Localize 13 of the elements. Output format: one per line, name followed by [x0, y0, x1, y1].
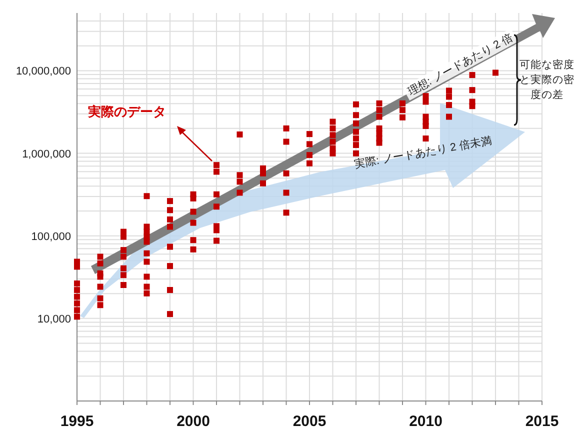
x-tick-label: 2005 [292, 413, 326, 430]
y-tick-label: 10,000 [37, 313, 71, 326]
x-tick-label: 2010 [409, 413, 442, 430]
annotation: 可能な密度と実際の密度の差 [520, 59, 574, 101]
y-tick-label: 10,000,000 [16, 66, 71, 78]
y-tick-label: 1,000,000 [22, 148, 71, 160]
annotation: 理想: ノードあたり 2 倍 [402, 28, 518, 100]
y-tick-label: 100,000 [31, 230, 71, 243]
x-tick-label: 2000 [176, 413, 210, 430]
annotation: 実際のデータ [88, 104, 166, 119]
x-tick-label: 1995 [60, 413, 94, 430]
annotation: 実際: ノードあたり 2 倍未満 [354, 134, 493, 171]
x-tick-label: 2015 [525, 413, 559, 430]
